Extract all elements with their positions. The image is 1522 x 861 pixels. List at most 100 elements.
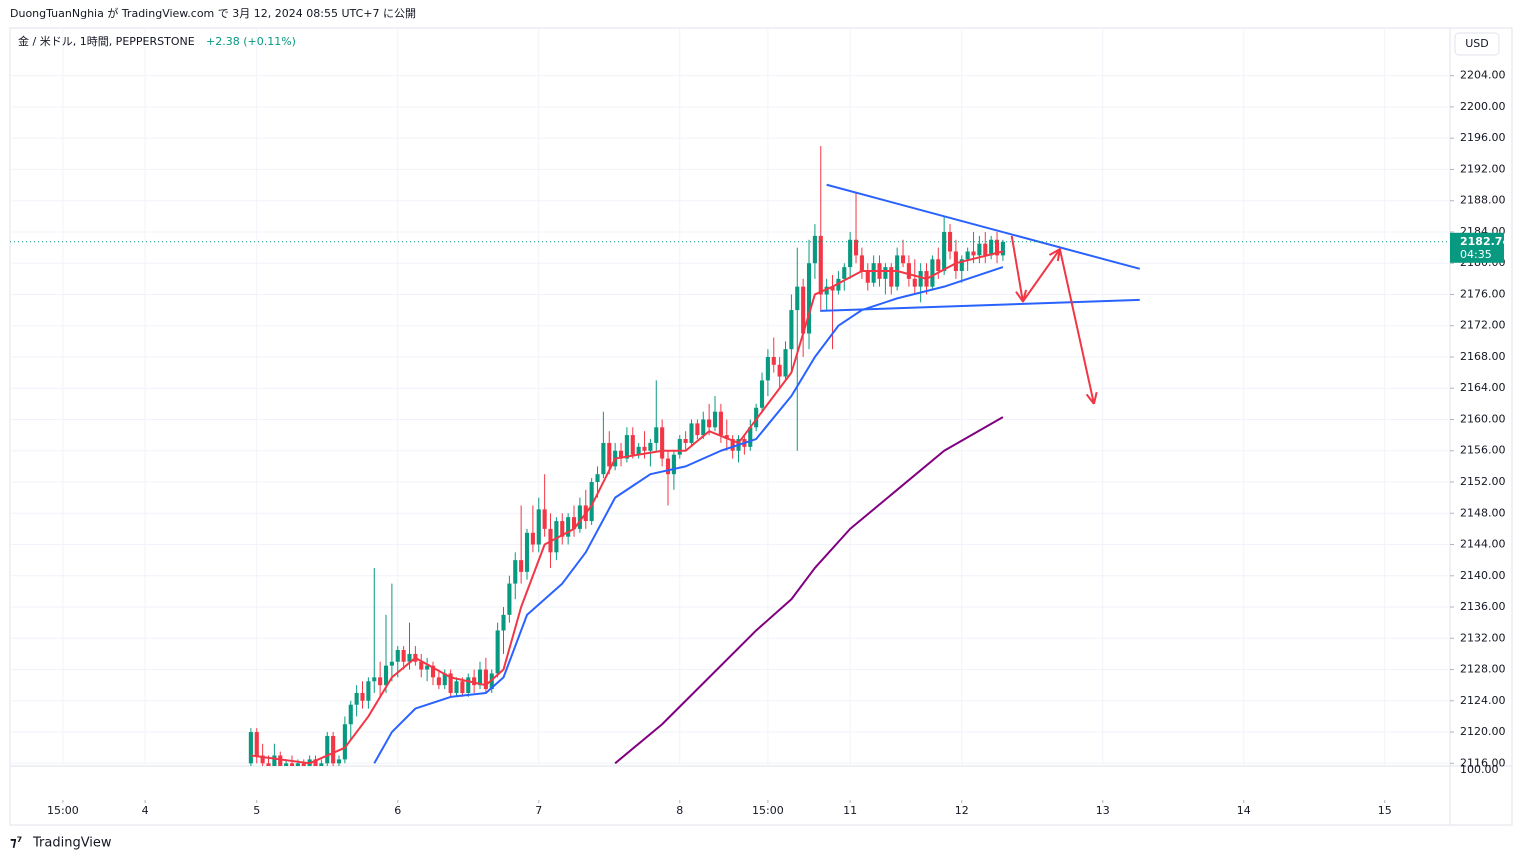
candle-body: [325, 735, 330, 764]
candle-body: [636, 446, 641, 455]
candle-body: [748, 427, 753, 447]
y-tick-label: 2196.00: [1460, 131, 1506, 144]
candle-body: [724, 435, 729, 440]
candle-body: [642, 446, 647, 451]
candle-body: [836, 278, 841, 291]
candle-body: [1000, 241, 1005, 256]
candle-body: [783, 349, 788, 377]
y-tick-label: 2128.00: [1460, 663, 1506, 676]
candle-body: [254, 732, 259, 756]
y-tick-label: 2140.00: [1460, 569, 1506, 582]
candle-body: [448, 673, 453, 693]
candle-body: [336, 759, 342, 764]
footer: TradingView: [32, 836, 112, 851]
candle-body: [407, 653, 412, 662]
candle-body: [671, 454, 676, 475]
x-tick-label: 13: [1096, 804, 1110, 817]
candle-body: [454, 681, 459, 693]
candle-body: [425, 665, 430, 670]
candle-body: [395, 650, 400, 662]
candle-body: [930, 259, 935, 287]
candle-body: [360, 692, 365, 701]
candle-body: [560, 521, 565, 537]
candle-body: [301, 763, 306, 766]
candle-body: [577, 505, 582, 529]
candle-body: [859, 255, 864, 272]
y-tick-label: 2192.00: [1460, 162, 1506, 175]
x-tick-label: 6: [394, 804, 401, 817]
y-tick-label: 2116.00: [1460, 756, 1506, 769]
y-tick-label: 2160.00: [1460, 412, 1506, 425]
candle-body: [436, 677, 441, 686]
candle-body: [818, 235, 823, 295]
candle-body: [801, 286, 806, 334]
last-price-label: 2182.74: [1460, 235, 1510, 248]
currency[interactable]: USD: [1465, 37, 1489, 50]
candle-body: [542, 509, 547, 529]
arrow-head: [1048, 248, 1061, 262]
candle-body: [942, 231, 947, 272]
x-tick-label: 11: [843, 804, 857, 817]
grid: [10, 28, 1450, 766]
y-tick-label: 2172.00: [1460, 319, 1506, 332]
arrow-head: [1015, 289, 1028, 303]
candle-body: [571, 517, 577, 529]
x-tick-label: 15: [1378, 804, 1392, 817]
y-tick-label: 2164.00: [1460, 381, 1506, 394]
candle-body: [513, 560, 518, 584]
candle-body: [660, 427, 665, 459]
y-tick-label: 2144.00: [1460, 538, 1506, 551]
candle-body: [701, 419, 706, 436]
candle-body: [442, 673, 447, 686]
candle-body: [248, 732, 253, 764]
candle-body: [483, 669, 488, 690]
candle-body: [266, 763, 271, 766]
candle-body: [466, 677, 471, 693]
header: DuongTuanNghia が TradingView.com で 3月 12…: [10, 6, 416, 20]
candle-body: [654, 427, 659, 443]
plot-area: [10, 145, 1450, 766]
candle-body: [272, 755, 277, 766]
indicator-scale-label: 100.00: [1460, 763, 1499, 776]
candle-body: [959, 259, 964, 272]
candle-body: [689, 423, 694, 443]
candle-body: [777, 364, 782, 377]
candle-body: [366, 681, 371, 701]
candle-body: [383, 665, 389, 686]
trend-drawing: [826, 183, 1141, 270]
candle-body: [389, 661, 394, 666]
candle-body: [630, 435, 635, 455]
candle-body: [771, 356, 776, 365]
candle-body: [372, 677, 377, 682]
y-tick-label: 2132.00: [1460, 631, 1506, 644]
candle-body: [871, 263, 876, 283]
currency-button[interactable]: [1454, 32, 1500, 56]
candle-body: [536, 509, 541, 545]
moving-average: [373, 266, 1004, 764]
candle-body: [589, 482, 594, 522]
y-tick-label: 2136.00: [1460, 600, 1506, 613]
y-tick-label: 2168.00: [1460, 350, 1506, 363]
candle-body: [530, 532, 535, 545]
candle-body: [712, 411, 718, 428]
candle-body: [842, 267, 847, 279]
candle-body: [430, 665, 436, 678]
candle-body: [524, 532, 530, 572]
candle-body: [989, 239, 994, 256]
y-tick-label: 2204.00: [1460, 69, 1506, 82]
candle-body: [754, 407, 759, 428]
candle-body: [342, 724, 347, 760]
candle-body: [289, 763, 295, 766]
candle-body: [554, 521, 559, 553]
x-tick-label: 7: [535, 804, 542, 817]
candle-body: [519, 560, 524, 572]
candle-body: [695, 423, 700, 436]
candle-body: [319, 763, 324, 766]
axes: 2116.00 2120.00 2124.00 2128.00 2132.00 2136.…: [47, 69, 1510, 817]
change: +2.38 (+0.11%): [206, 35, 296, 48]
trend-drawing: [820, 298, 1140, 312]
candle-body: [595, 474, 600, 483]
y-tick-label: 2156.00: [1460, 444, 1506, 457]
candle-body: [759, 380, 765, 408]
trend-drawing: [1010, 235, 1095, 405]
